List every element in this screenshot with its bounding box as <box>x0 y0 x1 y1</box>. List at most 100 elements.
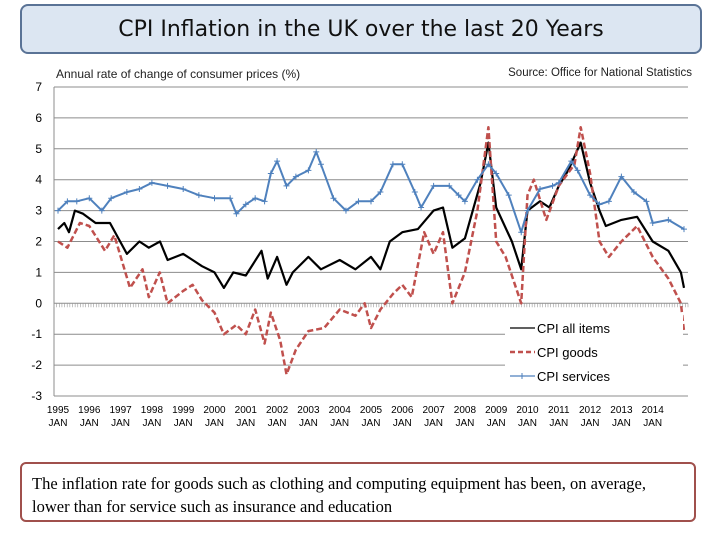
series-marker <box>108 195 115 202</box>
x-tick-year: 2001 <box>235 405 258 416</box>
series-marker <box>518 229 525 236</box>
y-tick-label: 7 <box>35 80 42 94</box>
x-tick-month: JAN <box>299 418 318 429</box>
legend-label: CPI all items <box>537 321 610 336</box>
x-tick-year: 1995 <box>47 405 70 416</box>
series-marker <box>377 189 384 196</box>
series-marker <box>180 185 187 192</box>
series-marker <box>313 148 320 155</box>
series-marker <box>274 158 281 165</box>
series-marker <box>587 192 594 199</box>
series-marker <box>227 195 234 202</box>
legend-label: CPI services <box>537 369 610 384</box>
x-tick-month: JAN <box>393 418 412 429</box>
y-tick-label: -3 <box>31 389 42 403</box>
series-marker <box>630 189 637 196</box>
series-marker <box>485 161 492 168</box>
x-tick-year: 1996 <box>78 405 101 416</box>
series-marker <box>355 198 362 205</box>
x-tick-month: JAN <box>487 418 506 429</box>
x-tick-month: JAN <box>424 418 443 429</box>
x-tick-month: JAN <box>236 418 255 429</box>
series-marker <box>261 198 268 205</box>
y-tick-label: 0 <box>35 296 42 310</box>
series-marker <box>252 195 259 202</box>
y-tick-label: -2 <box>31 358 42 372</box>
x-tick-year: 2006 <box>391 405 414 416</box>
series-marker <box>418 204 425 211</box>
x-tick-year: 2013 <box>610 405 633 416</box>
series-marker <box>368 198 374 205</box>
page-title: CPI Inflation in the UK over the last 20… <box>118 16 604 42</box>
series-marker <box>148 179 155 186</box>
x-tick-year: 2007 <box>422 405 445 416</box>
note-text: The inflation rate for goods such as clo… <box>32 474 646 516</box>
series-marker <box>524 207 531 214</box>
series-marker <box>86 195 93 202</box>
x-tick-year: 1997 <box>109 405 132 416</box>
series-marker <box>330 195 337 202</box>
series-marker <box>195 192 202 199</box>
series-marker <box>342 207 349 214</box>
cpi-chart: Annual rate of change of consumer prices… <box>31 67 692 429</box>
series-line-0 <box>57 141 686 289</box>
x-tick-year: 2004 <box>329 405 352 416</box>
series-marker <box>283 182 290 189</box>
title-box: CPI Inflation in the UK over the last 20… <box>20 4 702 54</box>
series-marker <box>605 198 612 205</box>
x-tick-month: JAN <box>268 418 287 429</box>
series-line-2 <box>57 150 685 234</box>
x-tick-month: JAN <box>80 418 99 429</box>
x-tick-year: 2003 <box>297 405 320 416</box>
y-tick-label: -1 <box>31 327 42 341</box>
x-tick-year: 2011 <box>548 405 570 416</box>
y-tick-label: 4 <box>35 173 42 187</box>
x-tick-month: JAN <box>205 418 224 429</box>
y-tick-label: 5 <box>35 142 42 156</box>
x-tick-month: JAN <box>455 418 474 429</box>
y-tick-label: 1 <box>35 265 42 279</box>
series-marker <box>537 185 544 192</box>
y-tick-label: 6 <box>35 111 42 125</box>
series-marker <box>446 182 453 189</box>
x-tick-year: 2010 <box>516 405 539 416</box>
series-marker <box>430 182 437 189</box>
series-marker <box>233 210 240 217</box>
series-marker <box>389 161 396 168</box>
x-tick-month: JAN <box>174 418 193 429</box>
series-marker <box>493 170 500 177</box>
y-tick-label: 3 <box>35 204 42 218</box>
x-tick-month: JAN <box>362 418 381 429</box>
series-marker <box>411 189 418 196</box>
x-tick-year: 2009 <box>485 405 508 416</box>
chart-subtitle: Annual rate of change of consumer prices… <box>56 67 300 81</box>
series-marker <box>665 216 672 223</box>
series-marker <box>55 207 61 214</box>
x-tick-year: 2002 <box>266 405 289 416</box>
x-tick-month: JAN <box>330 418 349 429</box>
series-marker <box>305 167 312 174</box>
chart-source: Source: Office for National Statistics <box>508 67 692 79</box>
x-tick-month: JAN <box>49 418 68 429</box>
x-tick-month: JAN <box>518 418 537 429</box>
x-tick-year: 2005 <box>360 405 383 416</box>
series-marker <box>136 185 143 192</box>
legend-label: CPI goods <box>537 345 598 360</box>
legend: CPI all items CPI goods CPI services <box>505 314 683 390</box>
series-marker <box>574 167 581 174</box>
x-tick-year: 2012 <box>579 405 602 416</box>
series-marker <box>568 158 575 165</box>
x-tick-month: JAN <box>111 418 130 429</box>
series-marker <box>618 173 625 180</box>
series-marker <box>596 201 603 208</box>
series-marker <box>73 198 80 205</box>
series-marker <box>164 182 171 189</box>
series-marker <box>399 161 406 168</box>
x-tick-year: 2014 <box>642 405 665 416</box>
series-marker <box>555 179 562 186</box>
series-marker <box>98 207 105 214</box>
series-marker <box>267 170 274 177</box>
series-marker <box>455 192 462 199</box>
y-tick-label: 2 <box>35 235 42 249</box>
series-marker <box>64 198 71 205</box>
